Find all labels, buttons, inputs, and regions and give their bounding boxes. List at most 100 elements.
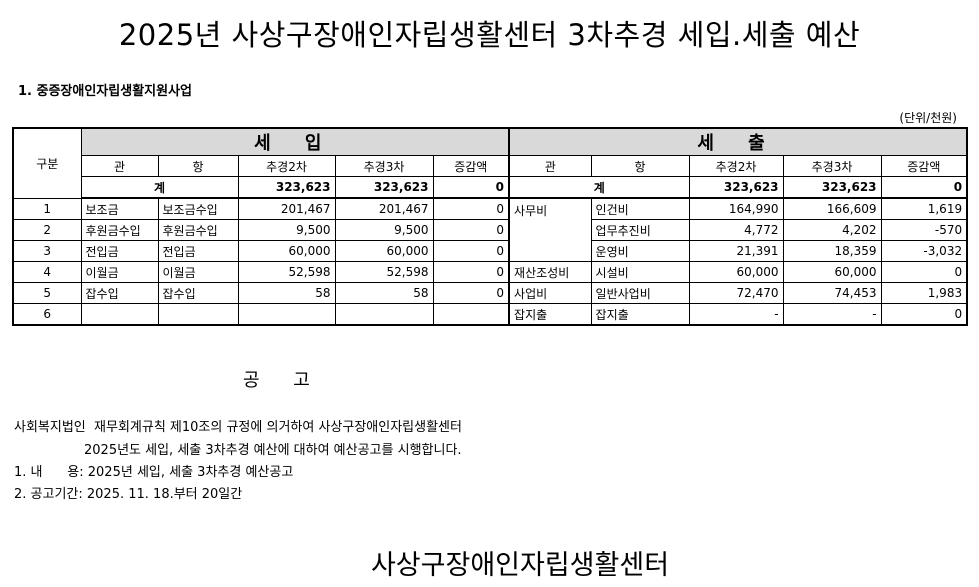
row-number: 6 bbox=[12, 303, 82, 326]
expense-budget3: 4,202 bbox=[782, 219, 882, 241]
table-row: 5 잡수입 잡수입 58 58 0 사업비 일반사업비 72,470 74,453 1,983 bbox=[12, 282, 968, 304]
income-budget2: 60,000 bbox=[237, 240, 336, 262]
expense-budget3: 74,453 bbox=[782, 282, 882, 304]
income-budget3: 60,000 bbox=[334, 240, 434, 262]
income-diff: 0 bbox=[432, 240, 511, 262]
income-hang: 보조금수입 bbox=[157, 197, 239, 220]
col-gwan: 관 bbox=[80, 155, 159, 177]
income-budget3: 58 bbox=[334, 282, 434, 304]
col-hang: 항 bbox=[157, 155, 239, 177]
expense-diff: -570 bbox=[880, 219, 968, 241]
income-hang: 전입금 bbox=[157, 240, 239, 262]
col-budget2: 추경2차 bbox=[237, 155, 336, 177]
income-diff: 0 bbox=[432, 282, 511, 304]
income-budget3 bbox=[334, 303, 434, 326]
row-number: 1 bbox=[12, 197, 82, 220]
expense-budget2: 164,990 bbox=[688, 197, 784, 220]
expense-header: 세 출 bbox=[508, 127, 968, 156]
income-budget3: 9,500 bbox=[334, 219, 434, 241]
expense-budget2: 72,470 bbox=[688, 282, 784, 304]
expense-budget2: 60,000 bbox=[688, 261, 784, 283]
income-diff bbox=[432, 303, 511, 326]
income-budget3: 201,467 bbox=[334, 197, 434, 220]
expense-budget2: - bbox=[688, 303, 784, 326]
expense-diff: 0 bbox=[880, 261, 968, 283]
expense-total-label: 계 bbox=[508, 176, 690, 199]
table-row: 4 이월금 이월금 52,598 52,598 0 재산조성비 시설비 60,000 60,000… bbox=[12, 261, 968, 283]
notice-line-1: 사회복지법인 재무회계규칙 제10조의 규정에 의거하여 사상구장애인자립생활센… bbox=[14, 420, 462, 435]
table-row: 2 후원금수입 후원금수입 9,500 9,500 0 업무추진비 4,772 4,202 -57… bbox=[12, 219, 968, 241]
expense-budget3: - bbox=[782, 303, 882, 326]
unit-label: (단위/천원) bbox=[899, 111, 957, 125]
expense-total-budget3: 323,623 bbox=[782, 176, 882, 199]
expense-gwan: 재산조성비 bbox=[508, 261, 592, 283]
table-row: 1 보조금 보조금수입 201,467 201,467 0 사무비 인건비 164,990 166… bbox=[12, 197, 968, 262]
expense-gwan: 잡지출 bbox=[508, 303, 592, 326]
row-number: 4 bbox=[12, 261, 82, 283]
income-gwan: 보조금 bbox=[80, 197, 159, 220]
row-number: 3 bbox=[12, 240, 82, 262]
col-gwan: 관 bbox=[508, 155, 592, 177]
income-hang: 잡수입 bbox=[157, 282, 239, 304]
expense-total-budget2: 323,623 bbox=[688, 176, 784, 199]
row-number: 2 bbox=[12, 219, 82, 241]
expense-budget2: 21,391 bbox=[688, 240, 784, 262]
income-header: 세 입 bbox=[80, 127, 511, 156]
notice-line-2: 2025년도 세입, 세출 3차추경 예산에 대하여 예산공고를 시행합니다. bbox=[84, 443, 462, 458]
income-total-diff: 0 bbox=[432, 176, 511, 199]
organization-signature: 사상구장애인자립생활센터 bbox=[370, 550, 670, 581]
income-budget2: 52,598 bbox=[237, 261, 336, 283]
income-budget2: 58 bbox=[237, 282, 336, 304]
income-budget3: 52,598 bbox=[334, 261, 434, 283]
income-budget2 bbox=[237, 303, 336, 326]
col-budget3: 추경3차 bbox=[334, 155, 434, 177]
expense-budget2: 4,772 bbox=[688, 219, 784, 241]
income-hang: 후원금수입 bbox=[157, 219, 239, 241]
expense-budget3: 60,000 bbox=[782, 261, 882, 283]
gubun-header: 구분 bbox=[12, 127, 82, 199]
notice-title: 공 고 bbox=[243, 370, 324, 391]
expense-hang: 잡지출 bbox=[590, 303, 690, 326]
income-hang: 이월금 bbox=[157, 261, 239, 283]
expense-total-diff: 0 bbox=[880, 176, 968, 199]
income-gwan: 이월금 bbox=[80, 261, 159, 283]
col-hang: 항 bbox=[590, 155, 690, 177]
col-diff: 증감액 bbox=[880, 155, 968, 177]
expense-hang: 운영비 bbox=[590, 240, 690, 262]
income-gwan: 후원금수입 bbox=[80, 219, 159, 241]
income-diff: 0 bbox=[432, 261, 511, 283]
expense-diff: 1,619 bbox=[880, 197, 968, 220]
expense-budget3: 18,359 bbox=[782, 240, 882, 262]
expense-diff: -3,032 bbox=[880, 240, 968, 262]
income-hang bbox=[157, 303, 239, 326]
expense-hang: 업무추진비 bbox=[590, 219, 690, 241]
expense-gwan: 사업비 bbox=[508, 282, 592, 304]
income-budget2: 201,467 bbox=[237, 197, 336, 220]
page-title: 2025년 사상구장애인자립생활센터 3차추경 세입.세출 예산 bbox=[118, 18, 861, 52]
notice-line-3: 1. 내 용: 2025년 세입, 세출 3차추경 예산공고 bbox=[14, 465, 294, 480]
income-total-label: 계 bbox=[80, 176, 239, 199]
income-diff: 0 bbox=[432, 219, 511, 241]
income-gwan: 전입금 bbox=[80, 240, 159, 262]
expense-diff: 1,983 bbox=[880, 282, 968, 304]
income-total-budget3: 323,623 bbox=[334, 176, 434, 199]
notice-line-4: 2. 공고기간: 2025. 11. 18.부터 20일간 bbox=[14, 487, 243, 502]
col-diff: 증감액 bbox=[432, 155, 511, 177]
expense-hang: 일반사업비 bbox=[590, 282, 690, 304]
expense-gwan: 사무비 bbox=[508, 197, 592, 262]
row-number: 5 bbox=[12, 282, 82, 304]
income-gwan bbox=[80, 303, 159, 326]
table-row: 6 잡지출 잡지출 - -0 bbox=[12, 303, 968, 326]
income-budget2: 9,500 bbox=[237, 219, 336, 241]
col-budget2: 추경2차 bbox=[688, 155, 784, 177]
expense-hang: 인건비 bbox=[590, 197, 690, 220]
expense-hang: 시설비 bbox=[590, 261, 690, 283]
budget-table: 구분 세 입 세 출 관 항 추경2차 추경3차 증감액 관 항 추경2차 추경… bbox=[12, 127, 969, 326]
table-row: 3 전입금 전입금 60,000 60,000 0 운영비 21,391 18,359 -3,03… bbox=[12, 240, 968, 262]
section-title: 1. 중증장애인자립생활지원사업 bbox=[18, 84, 192, 99]
income-total-budget2: 323,623 bbox=[237, 176, 336, 199]
income-gwan: 잡수입 bbox=[80, 282, 159, 304]
income-diff: 0 bbox=[432, 197, 511, 220]
col-budget3: 추경3차 bbox=[782, 155, 882, 177]
expense-diff: 0 bbox=[880, 303, 968, 326]
